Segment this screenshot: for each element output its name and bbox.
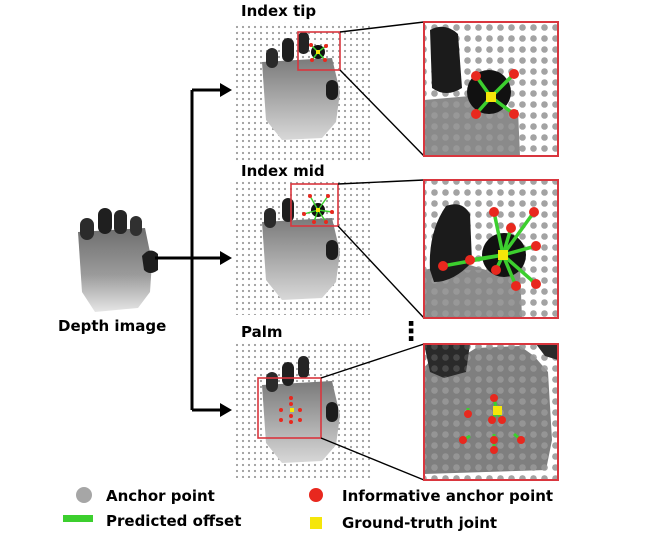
zoom-line-bottom-3 (320, 437, 425, 481)
panel-title-palm: Palm (241, 323, 282, 341)
legend-joint-marker (310, 517, 322, 529)
panel-palm (233, 343, 373, 478)
zoom-offsets-palm (459, 394, 525, 454)
zoom-line-bottom-1 (339, 69, 425, 157)
legend-offset-label: Predicted offset (106, 512, 241, 530)
depth-image (78, 208, 158, 312)
zoom-line-top-3 (320, 343, 425, 379)
zoom-line-bottom-2 (337, 225, 425, 319)
zoom-index-mid (423, 179, 559, 319)
zoom-offsets-index-tip (471, 69, 519, 119)
mini-offsets-index-mid (302, 194, 334, 224)
legend: Anchor point Informative anchor point Pr… (63, 487, 553, 532)
arrow-heads (220, 83, 232, 417)
mini-offsets-index-tip (309, 43, 328, 62)
legend-joint-label: Ground-truth joint (342, 514, 497, 532)
panel-title-index-tip: Index tip (241, 2, 316, 20)
zoom-line-top-2 (337, 179, 425, 185)
panel-title-index-mid: Index mid (241, 162, 325, 180)
zoom-index-tip (423, 21, 559, 157)
legend-informative-label: Informative anchor point (342, 487, 553, 505)
depth-image-label: Depth image (58, 317, 166, 335)
legend-anchor-marker (76, 487, 92, 503)
zoom-palm (423, 343, 559, 481)
legend-informative-marker (309, 488, 323, 502)
branch-arrows (155, 88, 222, 412)
mini-offsets-palm (279, 396, 302, 424)
legend-offset-marker (63, 515, 93, 522)
more-panels-ellipsis: ⋮ (398, 317, 424, 347)
panel-index-mid (233, 180, 373, 315)
zoom-offsets-index-mid (438, 207, 541, 291)
panel-index-tip (233, 22, 373, 162)
legend-anchor-label: Anchor point (106, 487, 215, 505)
zoom-line-top-1 (339, 21, 425, 33)
